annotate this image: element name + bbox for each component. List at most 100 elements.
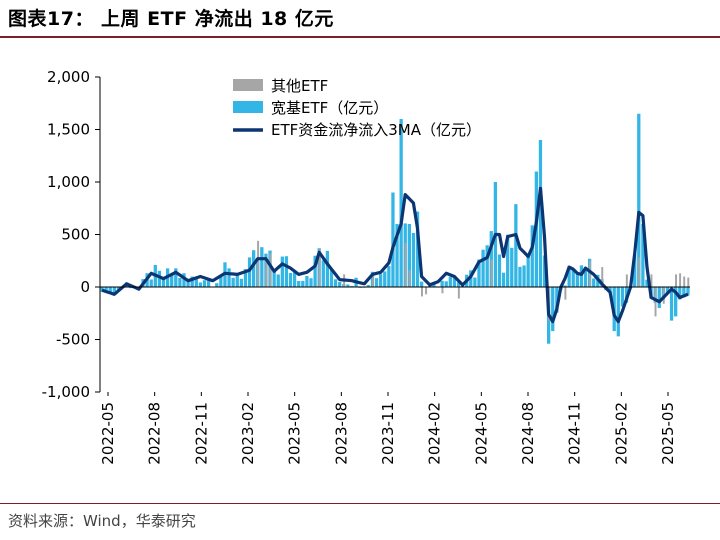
x-tick-label: 2024-05 — [472, 402, 490, 465]
broad-bar — [555, 287, 559, 313]
broad-bar — [346, 284, 350, 287]
x-tick-label: 2024-02 — [426, 402, 444, 465]
other-bar — [420, 287, 423, 297]
broad-bar — [448, 276, 452, 287]
other-bar — [404, 242, 407, 287]
broad-bar — [329, 268, 334, 287]
other-bar — [257, 240, 260, 287]
broad-bar — [190, 276, 194, 287]
other-bar — [588, 260, 591, 287]
broad-bar — [579, 265, 584, 287]
other-bar — [601, 267, 604, 287]
broad-bar — [297, 280, 301, 287]
broad-bar — [530, 225, 534, 287]
broad-bar — [379, 274, 383, 287]
broad-bar — [325, 250, 330, 287]
broad-bar — [575, 273, 579, 287]
footer-divider — [0, 503, 720, 504]
x-tick-label: 2022-11 — [192, 402, 210, 465]
broad-bar — [567, 266, 571, 287]
broad-bar — [620, 287, 625, 307]
broad-bar — [669, 287, 674, 321]
broad-bar — [571, 269, 575, 287]
broad-bar — [288, 273, 293, 287]
broad-bar — [276, 274, 280, 287]
other-bar — [408, 270, 411, 287]
broad-bar — [477, 259, 481, 287]
broad-bar — [231, 277, 235, 287]
ma-line — [101, 186, 689, 324]
broad-bar — [407, 224, 411, 287]
broad-bar — [309, 278, 313, 287]
other-bar — [441, 287, 444, 294]
other-bar — [654, 287, 657, 317]
x-tick-label: 2023-05 — [286, 402, 304, 465]
broad-bar — [108, 287, 112, 294]
broad-bar — [633, 254, 637, 287]
broad-bar — [100, 287, 104, 292]
other-bar — [318, 249, 321, 287]
broad-bar — [489, 231, 493, 287]
broad-bar — [608, 287, 612, 293]
broad-bar — [538, 140, 543, 287]
broad-bar — [260, 247, 264, 287]
legend-swatch-other — [233, 79, 263, 91]
broad-bar — [645, 279, 649, 287]
broad-bar — [419, 281, 424, 287]
broad-bar — [301, 280, 305, 287]
broad-bar — [170, 275, 174, 287]
broad-bar — [641, 224, 645, 287]
broad-bar — [174, 268, 178, 287]
broad-bar — [452, 276, 457, 287]
x-axis: 2022-05 2022-08 2022-11 2023-02 2023-05 2023-… — [99, 286, 690, 465]
broad-bar — [444, 281, 448, 287]
broad-bar — [284, 256, 289, 287]
broad-bar — [247, 257, 252, 287]
broad-bar — [178, 277, 182, 287]
broad-bar — [563, 285, 567, 287]
broad-bar — [129, 287, 133, 289]
broad-etf-bars — [100, 113, 690, 344]
legend-label-other: 其他ETF — [271, 77, 328, 95]
broad-bar — [338, 282, 342, 287]
broad-bar — [202, 280, 207, 287]
broad-bar — [292, 270, 297, 287]
other-bar — [683, 276, 686, 287]
broad-bar — [665, 287, 670, 294]
broad-bar — [227, 268, 231, 287]
broad-bar — [104, 287, 108, 292]
broad-bar — [194, 278, 198, 287]
legend-swatch-broad — [233, 101, 263, 113]
broad-bar — [149, 279, 153, 287]
broad-bar — [215, 283, 219, 287]
broad-bar — [411, 232, 416, 287]
broad-bar — [206, 278, 211, 287]
broad-bar — [272, 271, 276, 287]
x-tick-label: 2022-05 — [99, 402, 117, 465]
source-note: 资料来源：Wind，华泰研究 — [8, 512, 196, 530]
broad-bar — [391, 192, 395, 287]
y-tick-label: 1,000 — [47, 173, 90, 191]
other-bar — [269, 253, 272, 287]
broad-bar — [678, 287, 682, 300]
y-tick-label: 500 — [61, 226, 90, 244]
broad-bar — [518, 266, 522, 287]
other-bar — [564, 287, 567, 300]
y-axis: 2,000 1,500 1,000 500 0 -500 -1,000 — [42, 68, 101, 401]
other-bar — [625, 274, 628, 287]
broad-bar — [374, 278, 379, 287]
legend-label-broad: 宽基ETF（亿元） — [271, 99, 388, 117]
broad-bar — [616, 287, 620, 337]
title-divider — [0, 36, 720, 38]
broad-bar — [497, 254, 502, 287]
legend-label-ma: ETF资金流净流入3MA（亿元） — [271, 121, 481, 139]
broad-bar — [161, 279, 166, 287]
broad-bar — [252, 250, 256, 287]
other-bar — [679, 273, 682, 287]
broad-bar — [501, 272, 506, 287]
broad-bar — [313, 255, 317, 287]
x-tick-label: 2024-08 — [519, 402, 537, 465]
broad-bar — [383, 271, 387, 287]
broad-bar — [542, 255, 547, 287]
y-tick-label: -1,000 — [42, 383, 90, 401]
